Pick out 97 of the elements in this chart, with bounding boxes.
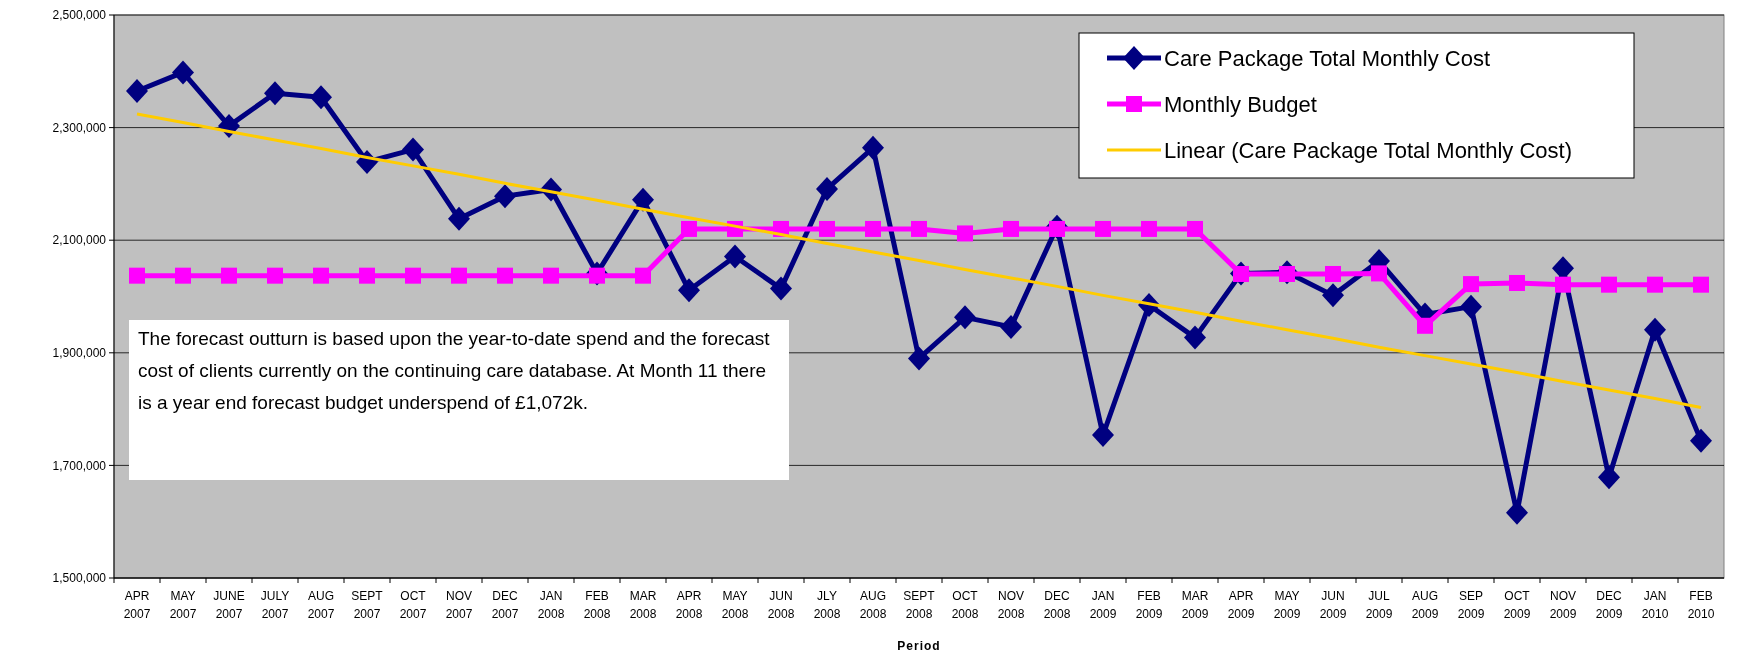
x-tick-label: AUG 2009 bbox=[1411, 589, 1439, 621]
x-tick-label: APR 2007 bbox=[123, 589, 151, 621]
point bbox=[911, 220, 927, 237]
x-tick-label: NOV 2007 bbox=[445, 589, 473, 621]
point bbox=[313, 267, 329, 284]
point bbox=[543, 267, 559, 284]
x-tick-label: JUN 2009 bbox=[1319, 589, 1347, 621]
legend-label: Linear (Care Package Total Monthly Cost) bbox=[1164, 137, 1573, 163]
x-tick-label: MAY 2008 bbox=[721, 589, 749, 621]
point bbox=[264, 81, 286, 106]
point bbox=[1644, 317, 1666, 342]
point bbox=[816, 176, 838, 201]
x-tick-label: MAR 2008 bbox=[629, 589, 657, 621]
point bbox=[908, 346, 930, 371]
y-tick-label: 2,500,000 bbox=[52, 8, 107, 23]
point bbox=[1141, 220, 1157, 237]
point bbox=[221, 267, 237, 284]
point bbox=[819, 220, 835, 237]
point bbox=[451, 267, 467, 284]
x-tick-label: FEB 2009 bbox=[1135, 589, 1163, 621]
legend-label: Monthly Budget bbox=[1164, 91, 1317, 117]
x-tick-label: APR 2008 bbox=[675, 589, 703, 621]
point bbox=[724, 244, 746, 269]
point bbox=[267, 267, 283, 284]
x-tick-label: NOV 2008 bbox=[997, 589, 1025, 621]
point bbox=[770, 276, 792, 301]
x-tick-label: APR 2009 bbox=[1227, 589, 1255, 621]
point bbox=[1463, 276, 1479, 293]
point bbox=[635, 267, 651, 284]
x-tick-label: FEB 2010 bbox=[1687, 589, 1715, 621]
point bbox=[954, 305, 976, 330]
x-tick-label: SEPT 2008 bbox=[903, 589, 936, 621]
x-tick-label: JUNE 2007 bbox=[213, 589, 245, 621]
x-tick-label: JAN 2010 bbox=[1641, 589, 1669, 621]
x-axis-title: Period bbox=[897, 639, 941, 653]
point bbox=[957, 225, 973, 242]
x-tick-label: JULY 2007 bbox=[260, 589, 290, 621]
point bbox=[497, 267, 513, 284]
legend-label: Care Package Total Monthly Cost bbox=[1164, 45, 1491, 71]
point bbox=[1693, 276, 1709, 293]
point bbox=[1322, 283, 1344, 308]
point bbox=[862, 135, 884, 160]
point bbox=[1371, 265, 1387, 282]
x-tick-label: AUG 2007 bbox=[307, 589, 335, 621]
x-tick-label: DEC 2008 bbox=[1043, 589, 1071, 621]
point bbox=[310, 85, 332, 110]
x-tick-label: OCT 2008 bbox=[951, 589, 979, 621]
point bbox=[126, 79, 148, 104]
point bbox=[1000, 314, 1022, 339]
x-tick-label: NOV 2009 bbox=[1549, 589, 1577, 621]
y-tick-label: 1,500,000 bbox=[52, 571, 107, 586]
point bbox=[448, 206, 470, 231]
x-tick-label: JAN 2008 bbox=[537, 589, 565, 621]
x-tick-label: JUN 2008 bbox=[767, 589, 795, 621]
point bbox=[1003, 220, 1019, 237]
y-tick-label: 2,100,000 bbox=[52, 233, 107, 248]
point bbox=[1184, 325, 1206, 350]
x-tick-label: AUG 2008 bbox=[859, 589, 887, 621]
y-tick-label: 1,700,000 bbox=[52, 458, 107, 473]
y-tick-label: 2,300,000 bbox=[52, 120, 107, 135]
x-tick-label: JAN 2009 bbox=[1089, 589, 1117, 621]
x-tick-label: DEC 2007 bbox=[491, 589, 519, 621]
point bbox=[1092, 423, 1114, 447]
point bbox=[1601, 276, 1617, 293]
x-tick-label: JLY 2008 bbox=[813, 589, 841, 621]
point bbox=[865, 220, 881, 237]
x-tick-label: OCT 2009 bbox=[1503, 589, 1531, 621]
point bbox=[1187, 220, 1203, 237]
point bbox=[172, 60, 194, 85]
point bbox=[402, 137, 424, 162]
x-tick-label: OCT 2007 bbox=[399, 589, 427, 621]
x-tick-label: MAY 2007 bbox=[169, 589, 197, 621]
point bbox=[681, 220, 697, 237]
point bbox=[1460, 294, 1482, 319]
point bbox=[1555, 276, 1571, 293]
point bbox=[1095, 220, 1111, 237]
point bbox=[1325, 265, 1341, 282]
x-tick-label: SEPT 2007 bbox=[351, 589, 384, 621]
point bbox=[405, 267, 421, 284]
point bbox=[359, 267, 375, 284]
x-tick-label: DEC 2009 bbox=[1595, 589, 1623, 621]
x-tick-label: MAY 2009 bbox=[1273, 589, 1301, 621]
point bbox=[175, 267, 191, 284]
x-tick-label: JUL 2009 bbox=[1365, 589, 1393, 621]
annotation: The forecast outturn is based upon the year-to-date spend and the forecast cost of clients currently on the continuing care database. At Month 11 there is a year end forecast budget underspend of £1,072k. bbox=[138, 328, 771, 413]
point bbox=[1509, 274, 1525, 291]
y-tick-label: 1,900,000 bbox=[52, 346, 107, 360]
point bbox=[129, 267, 145, 284]
point bbox=[494, 184, 516, 209]
x-tick-label: FEB 2008 bbox=[583, 589, 611, 621]
x-tick-label: MAR 2009 bbox=[1181, 589, 1209, 621]
x-tick-label: SEP 2009 bbox=[1457, 589, 1485, 621]
point bbox=[1598, 465, 1620, 490]
point bbox=[1417, 317, 1433, 334]
point bbox=[678, 278, 700, 303]
point bbox=[1647, 276, 1663, 293]
point bbox=[1690, 428, 1712, 453]
